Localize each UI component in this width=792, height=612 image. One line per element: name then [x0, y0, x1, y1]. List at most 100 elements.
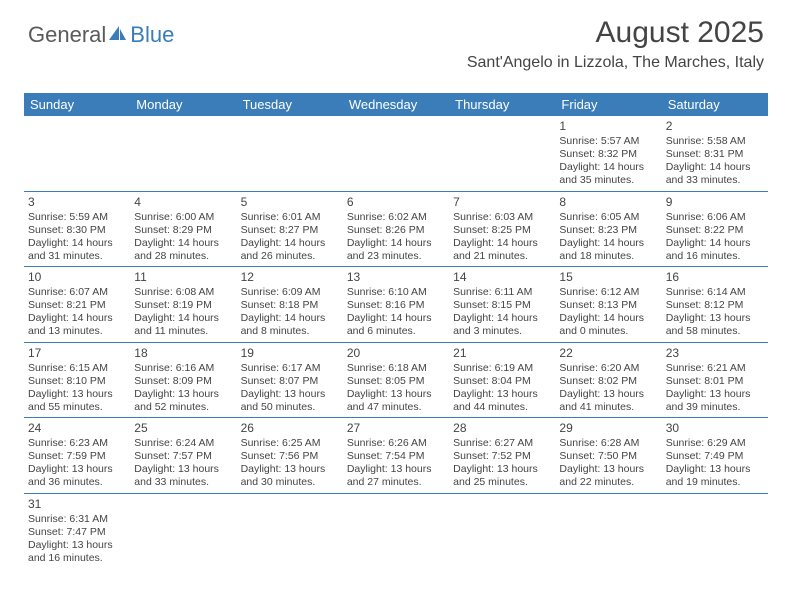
sunrise-text: Sunrise: 6:05 AM [559, 211, 657, 224]
daylight-text: and 16 minutes. [666, 250, 764, 263]
sunset-text: Sunset: 8:10 PM [28, 375, 126, 388]
sunrise-text: Sunrise: 6:20 AM [559, 362, 657, 375]
sunset-text: Sunset: 8:04 PM [453, 375, 551, 388]
daylight-text: Daylight: 13 hours [134, 463, 232, 476]
logo-text-2: Blue [130, 22, 174, 48]
calendar-cell: 5Sunrise: 6:01 AMSunset: 8:27 PMDaylight… [237, 192, 343, 267]
sunset-text: Sunset: 8:31 PM [666, 148, 764, 161]
calendar-cell: 29Sunrise: 6:28 AMSunset: 7:50 PMDayligh… [555, 418, 661, 493]
calendar-cell: 27Sunrise: 6:26 AMSunset: 7:54 PMDayligh… [343, 418, 449, 493]
day-number: 1 [559, 119, 657, 134]
daylight-text: Daylight: 14 hours [28, 312, 126, 325]
calendar-cell: 25Sunrise: 6:24 AMSunset: 7:57 PMDayligh… [130, 418, 236, 493]
calendar-cell: 2Sunrise: 5:58 AMSunset: 8:31 PMDaylight… [662, 116, 768, 191]
day-header-cell: Tuesday [237, 94, 343, 116]
daylight-text: Daylight: 13 hours [28, 539, 126, 552]
calendar-cell: 20Sunrise: 6:18 AMSunset: 8:05 PMDayligh… [343, 343, 449, 418]
sunset-text: Sunset: 7:57 PM [134, 450, 232, 463]
calendar-week: 10Sunrise: 6:07 AMSunset: 8:21 PMDayligh… [24, 267, 768, 343]
day-number: 25 [134, 421, 232, 436]
calendar-cell: 4Sunrise: 6:00 AMSunset: 8:29 PMDaylight… [130, 192, 236, 267]
calendar-cell: 3Sunrise: 5:59 AMSunset: 8:30 PMDaylight… [24, 192, 130, 267]
daylight-text: Daylight: 14 hours [666, 237, 764, 250]
day-number: 21 [453, 346, 551, 361]
sunset-text: Sunset: 7:56 PM [241, 450, 339, 463]
daylight-text: Daylight: 13 hours [347, 463, 445, 476]
daylight-text: Daylight: 13 hours [666, 463, 764, 476]
sunset-text: Sunset: 8:32 PM [559, 148, 657, 161]
calendar-cell: 23Sunrise: 6:21 AMSunset: 8:01 PMDayligh… [662, 343, 768, 418]
day-number: 10 [28, 270, 126, 285]
daylight-text: and 18 minutes. [559, 250, 657, 263]
calendar: SundayMondayTuesdayWednesdayThursdayFrid… [24, 93, 768, 568]
sunrise-text: Sunrise: 6:02 AM [347, 211, 445, 224]
sunrise-text: Sunrise: 6:00 AM [134, 211, 232, 224]
calendar-cell-empty [343, 116, 449, 191]
daylight-text: and 47 minutes. [347, 401, 445, 414]
day-number: 11 [134, 270, 232, 285]
daylight-text: and 27 minutes. [347, 476, 445, 489]
sunrise-text: Sunrise: 6:09 AM [241, 286, 339, 299]
daylight-text: Daylight: 14 hours [666, 161, 764, 174]
daylight-text: Daylight: 14 hours [241, 312, 339, 325]
sunset-text: Sunset: 8:05 PM [347, 375, 445, 388]
calendar-cell: 15Sunrise: 6:12 AMSunset: 8:13 PMDayligh… [555, 267, 661, 342]
calendar-cell-empty [130, 494, 236, 569]
day-number: 31 [28, 497, 126, 512]
logo: General Blue [28, 22, 174, 48]
day-number: 29 [559, 421, 657, 436]
daylight-text: and 31 minutes. [28, 250, 126, 263]
day-number: 27 [347, 421, 445, 436]
sunset-text: Sunset: 8:12 PM [666, 299, 764, 312]
sunrise-text: Sunrise: 6:12 AM [559, 286, 657, 299]
calendar-cell-empty [662, 494, 768, 569]
sunset-text: Sunset: 8:18 PM [241, 299, 339, 312]
calendar-cell-empty [130, 116, 236, 191]
day-number: 22 [559, 346, 657, 361]
sunrise-text: Sunrise: 6:21 AM [666, 362, 764, 375]
daylight-text: Daylight: 14 hours [453, 237, 551, 250]
page-title: August 2025 [467, 16, 764, 50]
day-number: 18 [134, 346, 232, 361]
sunset-text: Sunset: 8:21 PM [28, 299, 126, 312]
day-number: 17 [28, 346, 126, 361]
day-header-cell: Wednesday [343, 94, 449, 116]
daylight-text: Daylight: 14 hours [241, 237, 339, 250]
sunrise-text: Sunrise: 6:26 AM [347, 437, 445, 450]
sunrise-text: Sunrise: 5:59 AM [28, 211, 126, 224]
calendar-cell: 14Sunrise: 6:11 AMSunset: 8:15 PMDayligh… [449, 267, 555, 342]
daylight-text: Daylight: 13 hours [241, 463, 339, 476]
sail-icon [107, 24, 127, 42]
calendar-week: 24Sunrise: 6:23 AMSunset: 7:59 PMDayligh… [24, 418, 768, 494]
sunrise-text: Sunrise: 6:01 AM [241, 211, 339, 224]
day-number: 4 [134, 195, 232, 210]
day-number: 30 [666, 421, 764, 436]
daylight-text: Daylight: 14 hours [559, 312, 657, 325]
daylight-text: Daylight: 13 hours [241, 388, 339, 401]
daylight-text: Daylight: 13 hours [666, 312, 764, 325]
sunset-text: Sunset: 7:52 PM [453, 450, 551, 463]
calendar-cell-empty [24, 116, 130, 191]
day-number: 13 [347, 270, 445, 285]
daylight-text: and 33 minutes. [134, 476, 232, 489]
daylight-text: and 22 minutes. [559, 476, 657, 489]
calendar-cell: 7Sunrise: 6:03 AMSunset: 8:25 PMDaylight… [449, 192, 555, 267]
calendar-cell: 21Sunrise: 6:19 AMSunset: 8:04 PMDayligh… [449, 343, 555, 418]
sunset-text: Sunset: 8:29 PM [134, 224, 232, 237]
daylight-text: Daylight: 13 hours [28, 388, 126, 401]
daylight-text: and 8 minutes. [241, 325, 339, 338]
day-header-cell: Thursday [449, 94, 555, 116]
sunrise-text: Sunrise: 6:14 AM [666, 286, 764, 299]
sunset-text: Sunset: 8:13 PM [559, 299, 657, 312]
day-number: 2 [666, 119, 764, 134]
day-number: 7 [453, 195, 551, 210]
title-block: August 2025 Sant'Angelo in Lizzola, The … [467, 16, 764, 72]
day-number: 20 [347, 346, 445, 361]
daylight-text: Daylight: 14 hours [28, 237, 126, 250]
sunset-text: Sunset: 7:49 PM [666, 450, 764, 463]
daylight-text: and 44 minutes. [453, 401, 551, 414]
sunrise-text: Sunrise: 6:31 AM [28, 513, 126, 526]
daylight-text: and 30 minutes. [241, 476, 339, 489]
daylight-text: and 52 minutes. [134, 401, 232, 414]
sunset-text: Sunset: 8:15 PM [453, 299, 551, 312]
